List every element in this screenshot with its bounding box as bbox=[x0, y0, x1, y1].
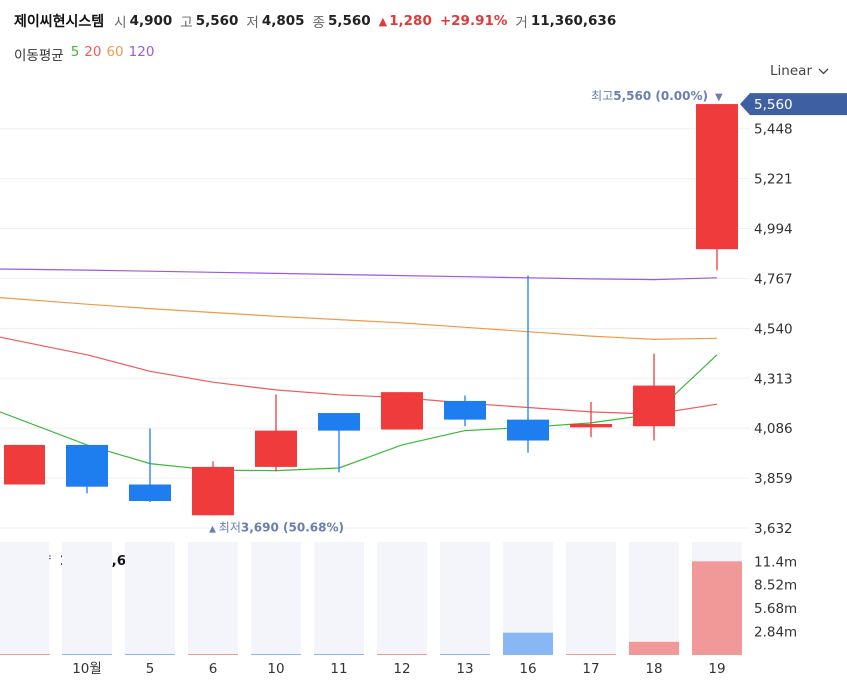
price-axis-tick-label: 3,632 bbox=[754, 521, 793, 537]
max-marker-icon: ▼ bbox=[715, 92, 723, 103]
scale-toggle-label: Linear bbox=[770, 63, 812, 79]
volume-bar bbox=[503, 632, 553, 655]
x-axis-tick-label: 10 bbox=[267, 661, 284, 677]
high-label: 고 bbox=[180, 15, 193, 31]
x-axis-tick-label: 6 bbox=[209, 661, 218, 677]
x-axis-tick-label: 17 bbox=[582, 661, 599, 677]
volume-panel-value: 11,360,636 bbox=[59, 553, 145, 569]
x-axis-tick-label: 13 bbox=[456, 661, 473, 677]
volume-column-bg bbox=[314, 542, 364, 655]
price-axis-tick-label: 4,994 bbox=[754, 222, 793, 238]
chevron-down-icon bbox=[818, 68, 829, 74]
candle-body bbox=[192, 466, 234, 516]
candle-body bbox=[444, 400, 486, 420]
volume-bar bbox=[62, 654, 112, 655]
ma-legend-title: 이동평균 bbox=[14, 48, 64, 64]
open-value: 4,900 bbox=[129, 13, 173, 29]
volume-bar bbox=[188, 654, 238, 655]
change-percent: +29.91% bbox=[439, 13, 508, 29]
candle-body bbox=[318, 413, 360, 431]
volume-bar bbox=[566, 654, 616, 655]
volume-bar bbox=[692, 561, 742, 655]
volume-column-bg bbox=[440, 542, 490, 655]
close-value: 5,560 bbox=[327, 13, 371, 29]
volume-axis-tick-label: 2.84m bbox=[754, 625, 797, 641]
price-axis-tick-label: 4,313 bbox=[754, 371, 793, 387]
ma-line-ma120 bbox=[0, 268, 718, 281]
low-value: 4,805 bbox=[261, 13, 305, 29]
scale-toggle-button[interactable]: Linear bbox=[770, 63, 829, 79]
ma-legend-120: 120 bbox=[128, 44, 155, 60]
min-price-annotation: ▲ 최저3,690 (50.68%) bbox=[209, 520, 344, 534]
volume-bar bbox=[377, 654, 427, 655]
price-axis-tick-label: 3,859 bbox=[754, 471, 793, 487]
volume-column-bg bbox=[566, 542, 616, 655]
candle-body bbox=[4, 444, 45, 485]
volume-axis-tick-label: 11.4m bbox=[754, 554, 797, 570]
volume-column-bg bbox=[692, 542, 742, 655]
volume-bar bbox=[0, 654, 50, 655]
volume-bar bbox=[629, 641, 679, 655]
candle-body bbox=[507, 419, 549, 441]
volume-column-bg bbox=[629, 542, 679, 655]
volume-bar bbox=[251, 654, 301, 655]
candle-body bbox=[255, 430, 297, 467]
volume-column-bg bbox=[251, 542, 301, 655]
volume-bar bbox=[314, 654, 364, 655]
ma-line-ma5 bbox=[0, 354, 718, 472]
x-axis-tick-label: 19 bbox=[708, 661, 725, 677]
high-value: 5,560 bbox=[195, 13, 239, 29]
ma-legend-5: 5 bbox=[70, 44, 80, 60]
stock-header: 제이씨현시스템 시 4,900 고 5,560 저 4,805 종 5,560 … bbox=[14, 10, 624, 32]
x-axis-tick-label: 16 bbox=[519, 661, 536, 677]
change-value: 1,280 bbox=[389, 13, 432, 29]
price-axis-tick-label: 5,448 bbox=[754, 122, 793, 138]
x-axis-tick-label: 10월 bbox=[72, 661, 102, 677]
ma-legend-20: 20 bbox=[84, 44, 102, 60]
x-axis-tick-label: 12 bbox=[393, 661, 410, 677]
moving-average-legend: 이동평균 5 20 60 120 bbox=[14, 44, 154, 64]
ma-line-ma60 bbox=[0, 297, 718, 341]
candle-body bbox=[66, 444, 108, 487]
volume-label: 거 bbox=[515, 15, 528, 31]
open-label: 시 bbox=[114, 15, 127, 31]
volume-column-bg bbox=[377, 542, 427, 655]
volume-panel-label: 거래량 11,360,636 bbox=[14, 549, 145, 569]
x-axis-tick-label: 18 bbox=[645, 661, 662, 677]
volume-bar bbox=[440, 654, 490, 655]
volume-column-bg bbox=[188, 542, 238, 655]
price-axis-tick-label: 4,086 bbox=[754, 421, 793, 437]
candle-body bbox=[570, 424, 612, 428]
stock-name: 제이씨현시스템 bbox=[14, 14, 105, 30]
price-axis-tick-label: 4,540 bbox=[754, 321, 793, 337]
ma-line-ma20 bbox=[0, 336, 718, 415]
candle-body bbox=[696, 104, 738, 250]
x-axis-tick-label: 11 bbox=[330, 661, 347, 677]
up-triangle-icon: ▲ bbox=[378, 14, 388, 28]
last-price-badge bbox=[740, 93, 847, 116]
last-price-label: 5,560 bbox=[754, 97, 793, 113]
price-axis-tick-label: 4,767 bbox=[754, 271, 793, 287]
candle-body bbox=[633, 385, 675, 427]
max-price-annotation: 최고5,560 (0.00%) bbox=[591, 89, 708, 103]
volume-axis-tick-label: 8.52m bbox=[754, 578, 797, 594]
ma-legend-60: 60 bbox=[106, 44, 124, 60]
low-label: 저 bbox=[246, 15, 259, 31]
price-axis-tick-label: 5,221 bbox=[754, 172, 793, 188]
candle-body bbox=[381, 392, 423, 430]
volume-axis-tick-label: 5.68m bbox=[754, 601, 797, 617]
volume-column-bg bbox=[503, 542, 553, 655]
x-axis-tick-label: 5 bbox=[146, 661, 155, 677]
close-label: 종 bbox=[312, 15, 325, 31]
volume-panel-title: 거래량 bbox=[14, 553, 52, 569]
volume-value: 11,360,636 bbox=[530, 13, 617, 29]
volume-bar bbox=[125, 654, 175, 655]
candle-body bbox=[129, 484, 171, 501]
